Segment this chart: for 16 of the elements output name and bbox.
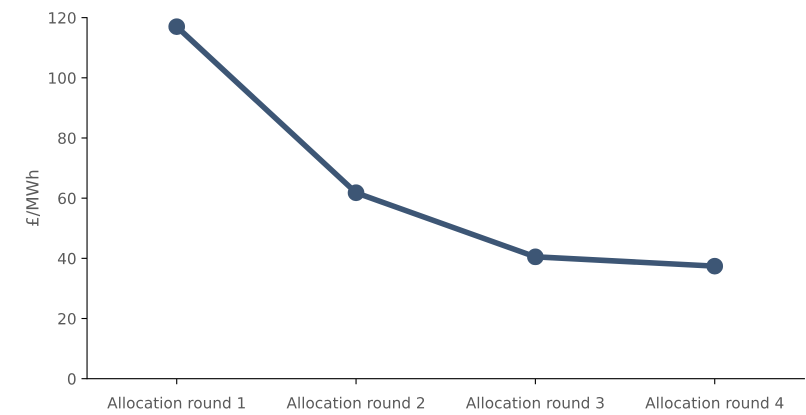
y-tick-label: 120 [49, 12, 76, 24]
x-tick-label: Allocation round 1 [107, 396, 245, 409]
point [527, 248, 544, 266]
y-tick-label: 20 [58, 312, 76, 325]
y-tick-label: 0 [68, 373, 76, 385]
x-tick-label: Allocation round 4 [645, 396, 784, 409]
point [168, 18, 186, 35]
y-tick-label: 40 [58, 252, 76, 264]
point [348, 184, 364, 202]
point [706, 258, 724, 274]
y-tick-label: 80 [58, 132, 76, 144]
x-tick-label: Allocation round 3 [466, 396, 604, 409]
y-axis-title: £/MWh [26, 170, 40, 226]
x-tick-label: Allocation round 2 [286, 396, 424, 409]
y-tick-label: 60 [58, 192, 76, 204]
y-tick-label: 100 [49, 72, 76, 84]
